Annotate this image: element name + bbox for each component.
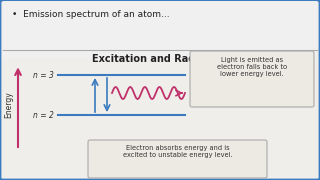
Text: Light is emitted as
electron falls back to
lower energy level.: Light is emitted as electron falls back …	[217, 57, 287, 77]
Text: •  Emission spectrum of an atom...: • Emission spectrum of an atom...	[12, 10, 170, 19]
FancyBboxPatch shape	[190, 51, 314, 107]
Text: Electron absorbs energy and is
excited to unstable energy level.: Electron absorbs energy and is excited t…	[123, 145, 232, 158]
Text: n = 2: n = 2	[33, 111, 54, 120]
Bar	[3, 1, 317, 58]
FancyBboxPatch shape	[88, 140, 267, 178]
Text: n = 3: n = 3	[33, 71, 54, 80]
Text: Energy: Energy	[4, 92, 13, 118]
Text: Excitation and Radiation: Excitation and Radiation	[92, 54, 228, 64]
